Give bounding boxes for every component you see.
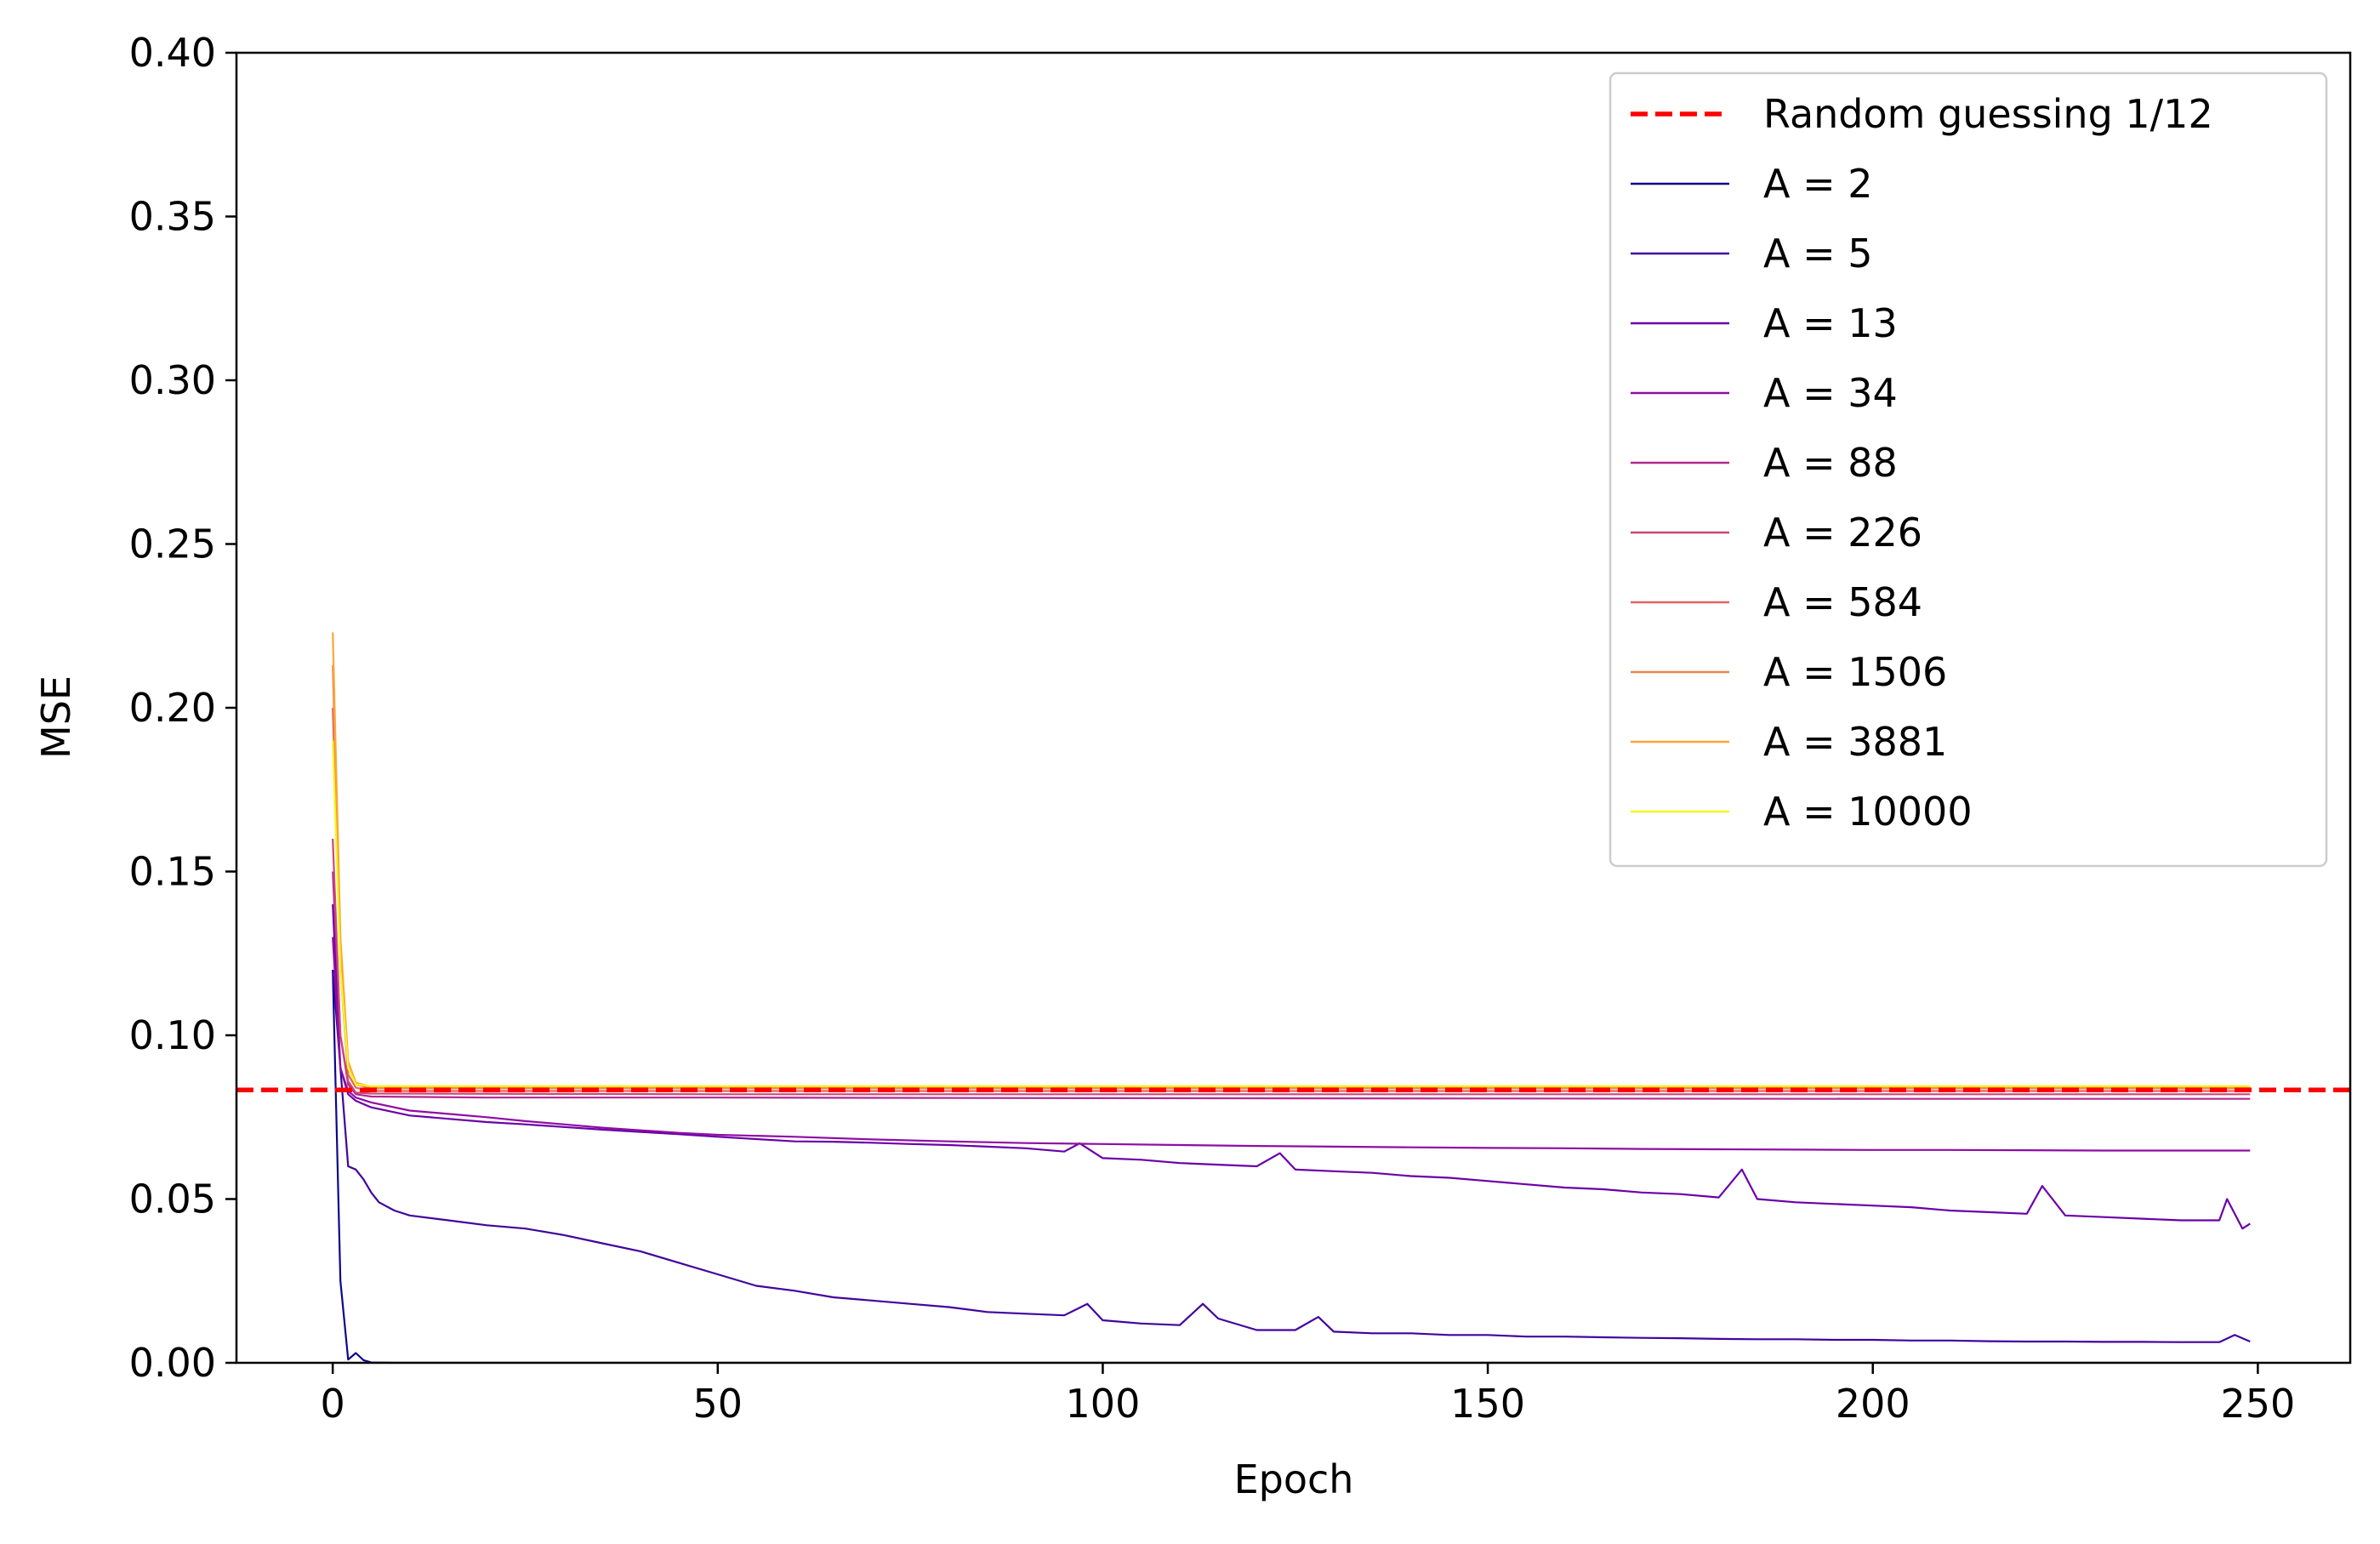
legend-box: [1608, 71, 2328, 868]
y-tick-label-1: 0.05: [129, 1177, 216, 1222]
y-tick-label-8: 0.40: [129, 30, 216, 76]
series-line-2: [332, 903, 2251, 1230]
series-lines: [236, 632, 2350, 1363]
legend-label-6: A = 226: [1763, 510, 1922, 555]
legend-label-7: A = 584: [1763, 579, 1922, 625]
y-axis-label: MSE: [33, 675, 79, 759]
y-tick-label-5: 0.25: [129, 521, 216, 567]
series-line-9: [332, 740, 2251, 1087]
axes: 0 50 100 150 200 250 0.00 0.05 0.10 0.15 0.20 0.25 0…: [129, 30, 2352, 1427]
series-line-4: [332, 871, 2251, 1100]
series-line-3: [332, 937, 2251, 1152]
y-tick-label-4: 0.20: [129, 685, 216, 731]
x-tick-label-4: 200: [1836, 1381, 1910, 1427]
y-tick-label-6: 0.30: [129, 357, 216, 403]
series-line-1: [332, 969, 2251, 1343]
legend-label-3: A = 13: [1763, 300, 1898, 346]
series-line-0: [332, 969, 2251, 1363]
x-tick-label-0: 0: [321, 1381, 345, 1427]
legend-label-9: A = 3881: [1763, 719, 1947, 765]
y-tick-label-3: 0.15: [129, 849, 216, 895]
legend: Random guessing 1/12 A = 2 A = 5 A = 13 A = …: [1608, 71, 2328, 868]
series-line-5: [332, 838, 2251, 1096]
legend-label-1: A = 2: [1763, 161, 1873, 207]
legend-label-8: A = 1506: [1763, 649, 1947, 695]
x-axis-label: Epoch: [1234, 1456, 1354, 1502]
legend-label-2: A = 5: [1763, 231, 1873, 276]
legend-label-0: Random guessing 1/12: [1763, 91, 2213, 137]
x-tick-label-5: 250: [2220, 1381, 2295, 1427]
y-tick-label-0: 0.00: [129, 1340, 216, 1386]
y-tick-label-2: 0.10: [129, 1012, 216, 1058]
legend-label-10: A = 10000: [1763, 789, 1973, 835]
legend-label-4: A = 34: [1763, 370, 1898, 416]
x-tick-label-3: 150: [1450, 1381, 1525, 1427]
x-tick-label-2: 100: [1066, 1381, 1141, 1427]
x-tick-label-1: 50: [693, 1381, 743, 1427]
y-tick-label-7: 0.35: [129, 194, 216, 240]
plot-area: [236, 632, 2350, 1363]
legend-label-5: A = 88: [1763, 440, 1898, 486]
